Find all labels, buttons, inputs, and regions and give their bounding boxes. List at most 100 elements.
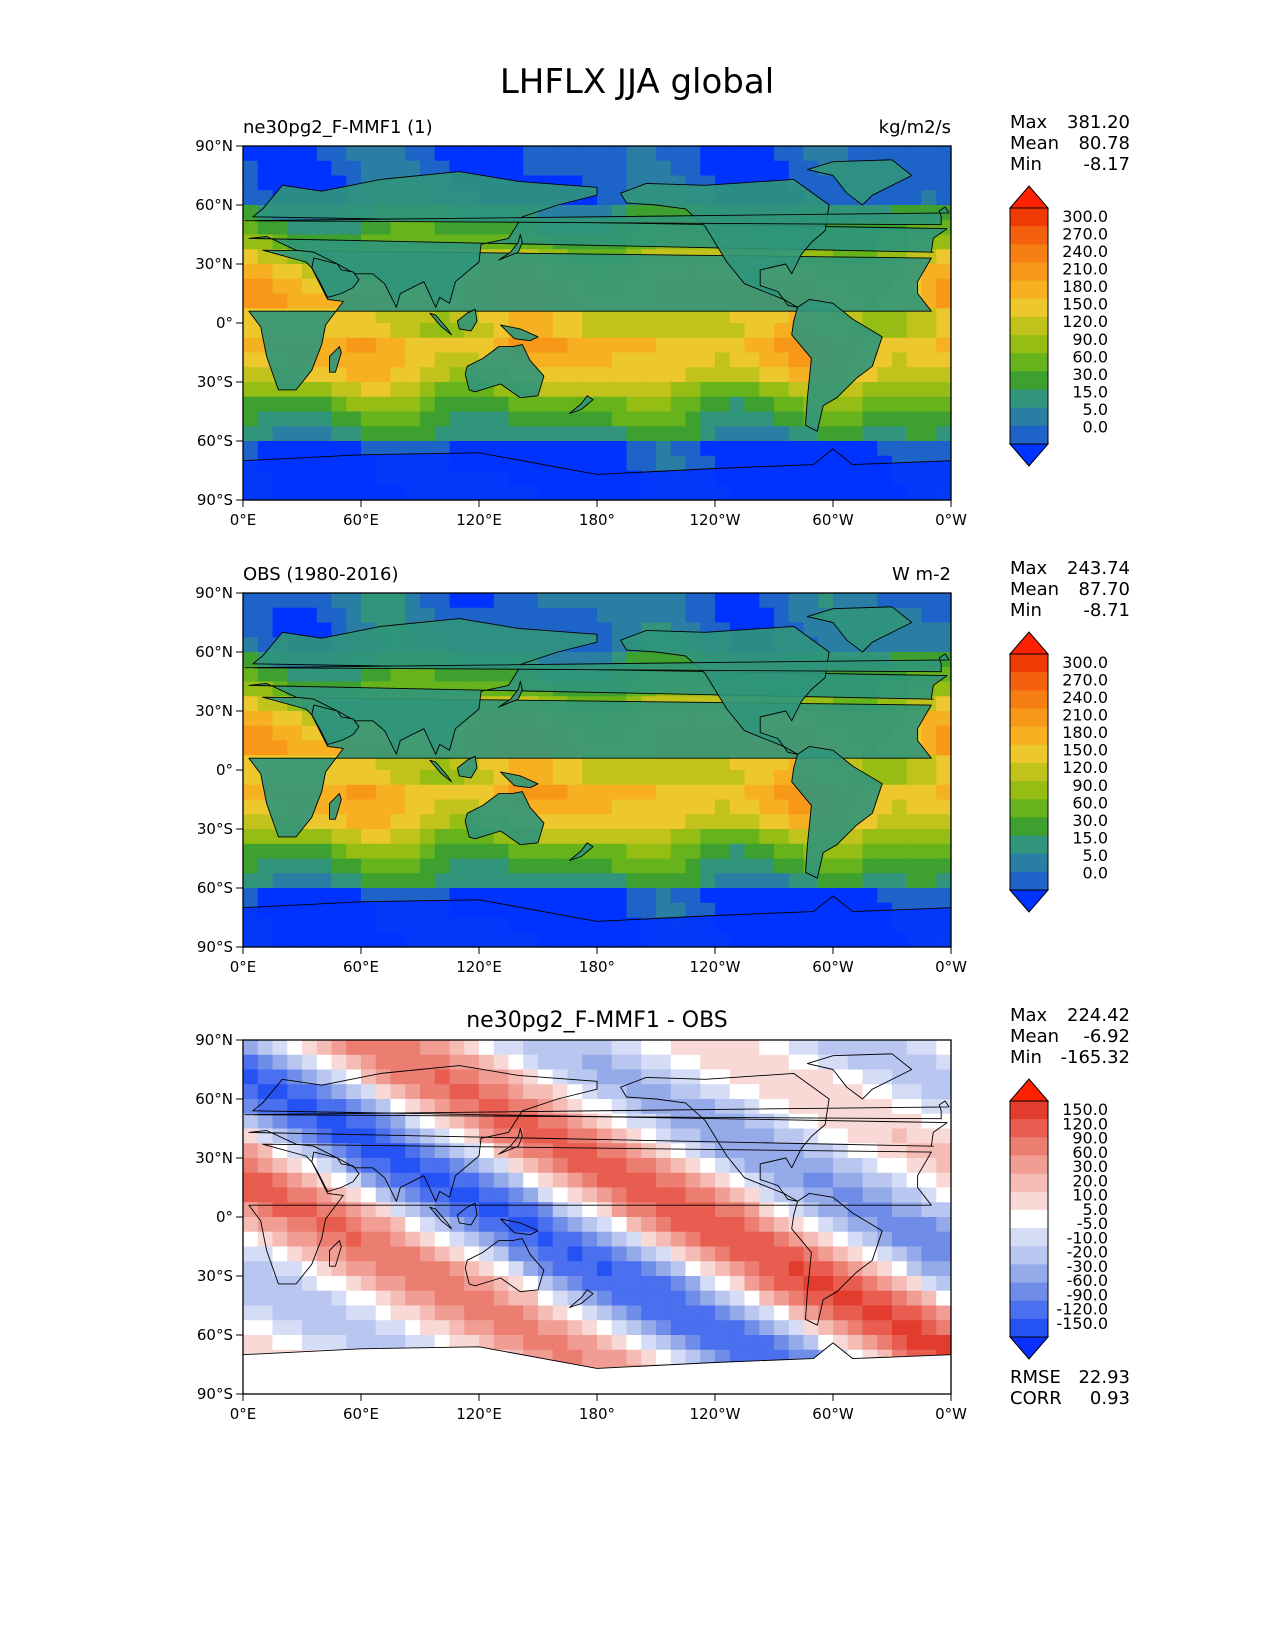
diff-field-cell [656,1158,672,1174]
obs-field-cell [715,873,731,889]
obs-field-cell [316,873,333,889]
model-field-cell [921,426,937,442]
model-field-cell [626,455,642,472]
model-field-cell [552,205,569,221]
diff-field-cell [508,1261,524,1277]
obs-field-cell [774,799,790,815]
diff-field-cell [420,1113,436,1130]
model-field-cell [243,411,259,427]
model-field-cell [744,337,760,354]
diff-field-cell [567,1128,583,1144]
obs-field-cell [346,843,362,860]
diff-field-cell [257,1143,274,1159]
diff-field-cell [744,1113,760,1130]
diff-field-cell [390,1217,406,1233]
diff-field-cell [597,1099,613,1115]
model-field-cell [302,293,318,309]
model-field-cell [523,396,539,413]
diff-field-cell [552,1320,569,1336]
model-field-cell [759,382,775,398]
diff-field-cell [921,1202,937,1218]
model-field-cell [243,249,259,265]
diff-field-cell [316,1231,333,1248]
model-field-cell [774,396,790,413]
diff-field-cell [434,1143,451,1159]
model-field-cell [906,382,923,398]
diff-map-panel [242,1039,952,1395]
diff-field-cell [685,1054,701,1071]
diff-field-cell [877,1040,893,1056]
diff-field-cell [346,1099,362,1115]
obs-field-cell [567,888,583,904]
diff-field-cell [906,1261,923,1277]
diff-field-cell [670,1187,687,1203]
model-field-cell [597,190,613,206]
obs-field-cell [670,829,687,845]
model-field-cell [464,396,480,413]
model-field-cell [405,308,421,324]
obs-field-cell [449,666,465,683]
obs-field-cell [257,622,274,638]
obs-field-cell [641,873,657,889]
diff-field-cell [361,1305,377,1321]
diff-field-cell [302,1335,318,1351]
diff-field-cell [877,1187,893,1203]
diff-field-cell [331,1099,347,1115]
diff-field-cell [582,1054,598,1071]
diff-field-cell [626,1158,642,1174]
lon-tick-label: 180° [579,511,615,529]
obs-field-cell [493,607,510,624]
obs-field-cell [257,696,274,712]
model-field-cell [729,426,746,442]
diff-field-cell [449,1113,465,1130]
diff-field-cell [597,1158,613,1174]
diff-field-cell [847,1335,864,1351]
model-field-cell [449,367,465,383]
diff-field-cell [877,1246,893,1262]
diff-field-cell [567,1217,583,1233]
model-field-cell [670,323,687,339]
obs-field-cell [656,755,672,771]
model-field-cell [479,396,495,413]
model-field-cell [936,175,952,191]
model-field-cell [302,219,318,236]
obs-field-cell [936,637,952,653]
diff-field-cell [316,1290,333,1307]
diff-field-cell [892,1261,908,1277]
obs-field-cell [479,770,495,786]
obs-field-cell [508,873,524,889]
diff-field-cell [626,1261,642,1277]
obs-field-cell [641,770,657,786]
diff-field-cell [641,1217,657,1233]
model-field-cell [597,160,613,177]
obs-field-cell [346,666,362,683]
diff-field-cell [626,1143,642,1159]
diff-field-cell [788,1069,805,1085]
diff-field-cell [567,1305,583,1321]
model-field-cell [508,146,524,162]
obs-field-cell [774,755,790,771]
obs-field-cell [670,593,687,609]
diff-field-cell [346,1246,362,1262]
diff-field-cell [508,1099,524,1115]
obs-field-cell [877,799,893,815]
diff-field-cell [375,1231,392,1248]
diff-field-cell [420,1040,436,1056]
diff-field-cell [685,1040,701,1056]
obs-field-cell [449,784,465,801]
diff-field-cell [287,1217,303,1233]
model-field-cell [626,411,642,427]
diff-field-cell [921,1084,937,1100]
obs-field-cell [302,607,318,624]
model-field-cell [538,352,554,368]
obs-field-cell [641,829,657,845]
obs-field-cell [302,622,318,638]
model-field-cell [405,411,421,427]
obs-field-cell [656,770,672,786]
obs-field-cell [818,622,834,638]
obs-field-cell [656,902,672,919]
lat-tick-label: 90°N [195,137,233,155]
obs-field-cell [375,873,392,889]
diff-field-cell [538,1276,554,1292]
coastline-sumatra [429,312,452,336]
